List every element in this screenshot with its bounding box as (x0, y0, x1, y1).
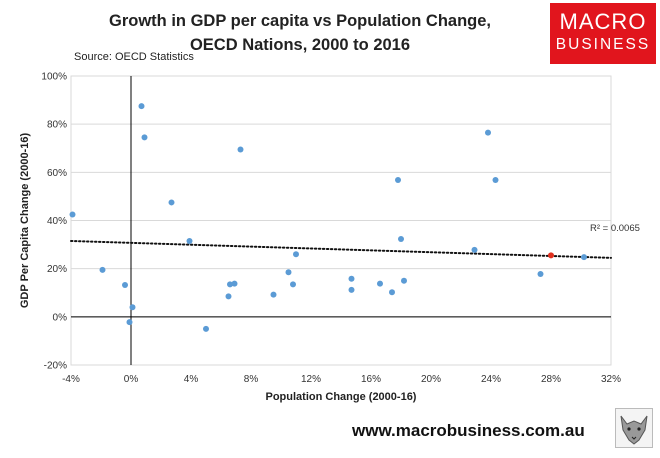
y-axis-title: GDP Per Capita Change (2000-16) (19, 133, 31, 309)
logo-line2: BUSINESS (555, 36, 651, 53)
data-point-highlight (548, 252, 554, 259)
website-url: www.macrobusiness.com.au (352, 421, 585, 440)
data-point (168, 199, 175, 206)
x-tick-label: 24% (481, 374, 501, 385)
chart-source: Source: OECD Statistics (74, 51, 194, 63)
r-squared-label: R² = 0.0065 (590, 223, 640, 234)
y-tick-label: 80% (47, 120, 67, 131)
chart-title: Growth in GDP per capita vs Population C… (0, 9, 600, 57)
data-point (485, 129, 491, 136)
y-tick-label: 100% (41, 72, 67, 83)
data-point (471, 246, 478, 253)
data-point (389, 289, 395, 296)
data-point (348, 286, 355, 293)
data-point (122, 282, 128, 289)
x-tick-label: 12% (301, 374, 321, 385)
x-tick-label: 0% (124, 374, 139, 385)
data-point (290, 281, 296, 288)
y-tick-label: 40% (47, 216, 67, 227)
data-point (129, 304, 136, 311)
data-point (99, 266, 106, 273)
data-point (581, 254, 587, 261)
y-tick-label: -20% (44, 361, 67, 372)
y-tick-label: 0% (53, 312, 68, 323)
data-point (398, 236, 404, 243)
data-point (69, 211, 76, 218)
data-point (231, 280, 238, 287)
data-point (141, 134, 148, 141)
x-axis-title: Population Change (2000-16) (266, 391, 417, 403)
y-tick-label: 60% (47, 168, 67, 179)
data-point (492, 177, 499, 184)
data-point (293, 251, 299, 258)
data-point (270, 291, 277, 298)
data-point (203, 325, 209, 332)
wolf-icon (615, 408, 653, 448)
x-tick-label: -4% (62, 374, 80, 385)
y-tick-label: 20% (47, 264, 67, 275)
x-tick-label: 4% (184, 374, 199, 385)
chart-title-line1: Growth in GDP per capita vs Population C… (109, 12, 491, 30)
chart-title-line2: OECD Nations, 2000 to 2016 (189, 36, 411, 54)
data-point (537, 270, 544, 277)
x-tick-label: 20% (421, 374, 441, 385)
data-point (401, 277, 407, 284)
data-point (126, 319, 133, 326)
data-point (395, 177, 401, 184)
data-point (237, 146, 244, 153)
trendline (70, 239, 612, 259)
x-tick-label: 16% (361, 374, 381, 385)
x-tick-label: 32% (601, 374, 621, 385)
data-point (225, 293, 232, 300)
data-point (377, 280, 383, 287)
x-tick-label: 8% (244, 374, 259, 385)
data-point (138, 103, 145, 110)
data-point (227, 281, 233, 288)
data-point (348, 275, 355, 282)
x-tick-label: 28% (541, 374, 561, 385)
logo-line1: MACRO (559, 9, 647, 34)
data-point (285, 269, 292, 276)
macrobusiness-logo: MACRO BUSINESS (550, 3, 656, 64)
data-point (186, 237, 193, 244)
